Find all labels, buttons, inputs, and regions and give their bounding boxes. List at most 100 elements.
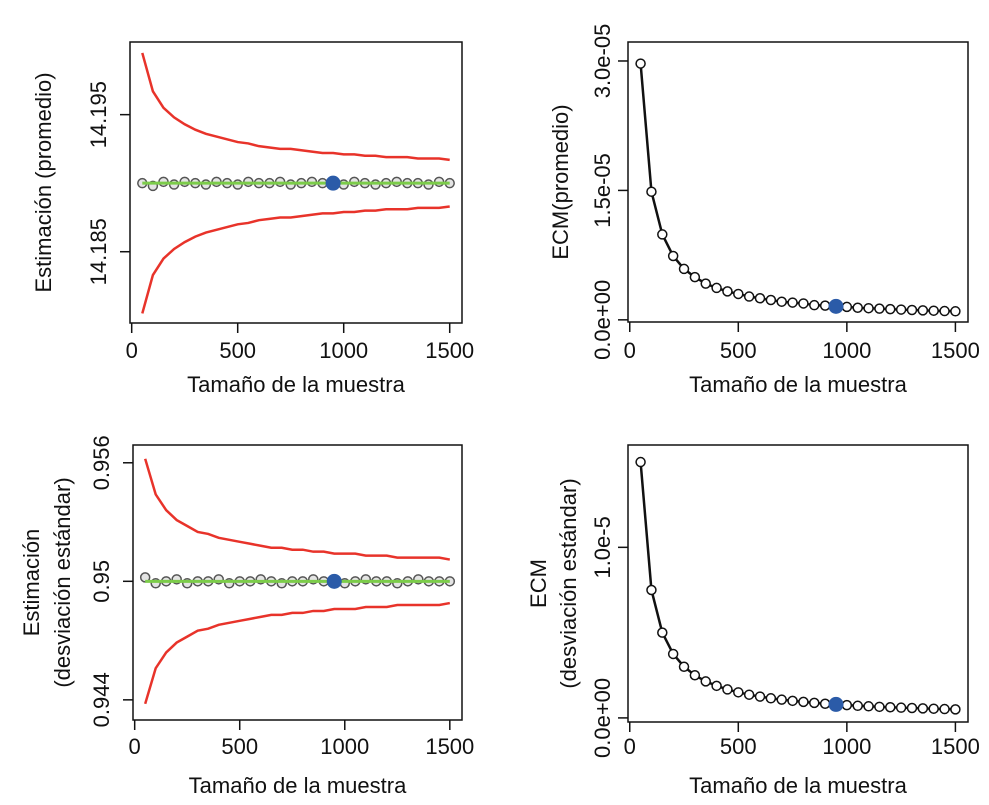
- panel: 0 500 1000 1500 0.0e+00 1.5e-05 3.0e-05 Tamaño …: [548, 24, 980, 397]
- data-point: [852, 302, 863, 314]
- y-tick-label: 14.185: [86, 218, 111, 285]
- data-point: [646, 186, 657, 197]
- y-axis-label: (desviación estándar): [50, 477, 75, 687]
- x-tick-label: 1500: [425, 338, 474, 363]
- data-point: [765, 294, 777, 306]
- x-tick-label: 500: [720, 734, 757, 759]
- data-point: [917, 305, 929, 316]
- x-tick-label: 1000: [320, 734, 369, 759]
- y-tick-label: 1.5e-05: [590, 153, 615, 228]
- data-point: [819, 300, 831, 311]
- data-point: [863, 302, 874, 314]
- highlight-point: [828, 298, 844, 314]
- x-tick-label: 0: [129, 734, 141, 759]
- x-tick-label: 500: [219, 338, 256, 363]
- data-point: [906, 304, 918, 316]
- data-point: [950, 306, 961, 317]
- data-point: [722, 684, 733, 695]
- x-tick-label: 1500: [931, 734, 980, 759]
- data-point: [863, 701, 874, 712]
- data-point: [657, 229, 668, 240]
- x-tick-label: 1500: [425, 734, 474, 759]
- data-point: [743, 291, 755, 302]
- data-point: [754, 293, 766, 304]
- y-axis-label: (desviación estándar): [556, 478, 581, 688]
- highlight-point: [326, 573, 342, 589]
- x-tick-label: 1000: [822, 734, 871, 759]
- data-point: [928, 305, 939, 316]
- data-point: [787, 297, 798, 308]
- data-point: [917, 703, 929, 714]
- data-point: [765, 693, 777, 704]
- data-point: [798, 696, 809, 708]
- data-point: [678, 661, 690, 672]
- series-line: [639, 63, 956, 313]
- data-point: [939, 305, 950, 317]
- y-tick-label: 0.95: [89, 560, 114, 603]
- data-point: [635, 58, 646, 69]
- data-point: [885, 701, 896, 713]
- panel: 0 500 1000 1500 14.185 14.195 Tamaño de la mue…: [31, 41, 474, 397]
- data-point: [950, 704, 961, 715]
- series-line: [143, 601, 451, 705]
- data-point: [874, 701, 885, 713]
- x-tick-label: 500: [720, 338, 757, 363]
- y-tick-label: 0.0e+00: [590, 678, 615, 758]
- data-point: [667, 250, 679, 262]
- y-tick-label: 14.195: [86, 81, 111, 148]
- highlight-point: [325, 175, 341, 191]
- plot-box: [627, 41, 969, 323]
- data-point: [776, 296, 787, 307]
- data-point: [885, 303, 896, 315]
- data-point: [678, 263, 690, 275]
- data-point: [657, 627, 668, 638]
- data-point: [895, 304, 907, 315]
- data-point: [743, 689, 755, 700]
- data-point: [667, 648, 679, 660]
- data-point: [711, 680, 722, 692]
- x-tick-label: 500: [221, 734, 258, 759]
- plot-box: [132, 444, 463, 721]
- plot-box: [129, 41, 463, 324]
- data-point: [809, 697, 820, 709]
- data-point: [798, 298, 809, 309]
- y-axis-label: Estimación: [19, 529, 44, 637]
- y-tick-label: 0.956: [89, 435, 114, 490]
- data-point: [874, 303, 885, 314]
- x-tick-label: 1000: [319, 338, 368, 363]
- y-axis-label: ECM: [526, 559, 551, 608]
- series-line: [141, 52, 450, 162]
- data-point: [733, 687, 744, 698]
- data-point: [841, 699, 853, 711]
- x-tick-label: 0: [126, 338, 138, 363]
- data-point: [722, 286, 733, 297]
- panel: 0 500 1000 1500 0.0e+00 1.0e-5 Tamaño de la mu…: [526, 444, 980, 798]
- plot-box: [627, 444, 969, 723]
- data-point: [733, 288, 744, 300]
- x-tick-label: 0: [624, 734, 636, 759]
- data-point: [939, 703, 950, 715]
- data-point: [787, 695, 798, 707]
- data-point: [906, 702, 918, 714]
- y-tick-label: 1.0e-5: [590, 516, 615, 578]
- x-axis-label: Tamaño de la muestra: [189, 773, 407, 798]
- data-point: [776, 694, 787, 705]
- data-point: [819, 698, 831, 709]
- data-point: [646, 584, 657, 596]
- series-line: [141, 205, 450, 314]
- x-axis-label: Tamaño de la muestra: [689, 773, 907, 798]
- data-point: [711, 282, 722, 294]
- y-axis-label: Estimación (promedio): [31, 72, 56, 292]
- x-tick-label: 0: [624, 338, 636, 363]
- x-tick-label: 1500: [931, 338, 980, 363]
- data-point: [635, 456, 646, 468]
- highlight-point: [828, 696, 844, 712]
- data-point: [689, 271, 701, 283]
- y-tick-label: 0.944: [89, 672, 114, 727]
- data-point: [852, 700, 863, 712]
- data-point: [895, 702, 907, 713]
- y-tick-label: 3.0e-05: [590, 24, 615, 99]
- series-line: [639, 461, 956, 711]
- data-point: [809, 299, 820, 311]
